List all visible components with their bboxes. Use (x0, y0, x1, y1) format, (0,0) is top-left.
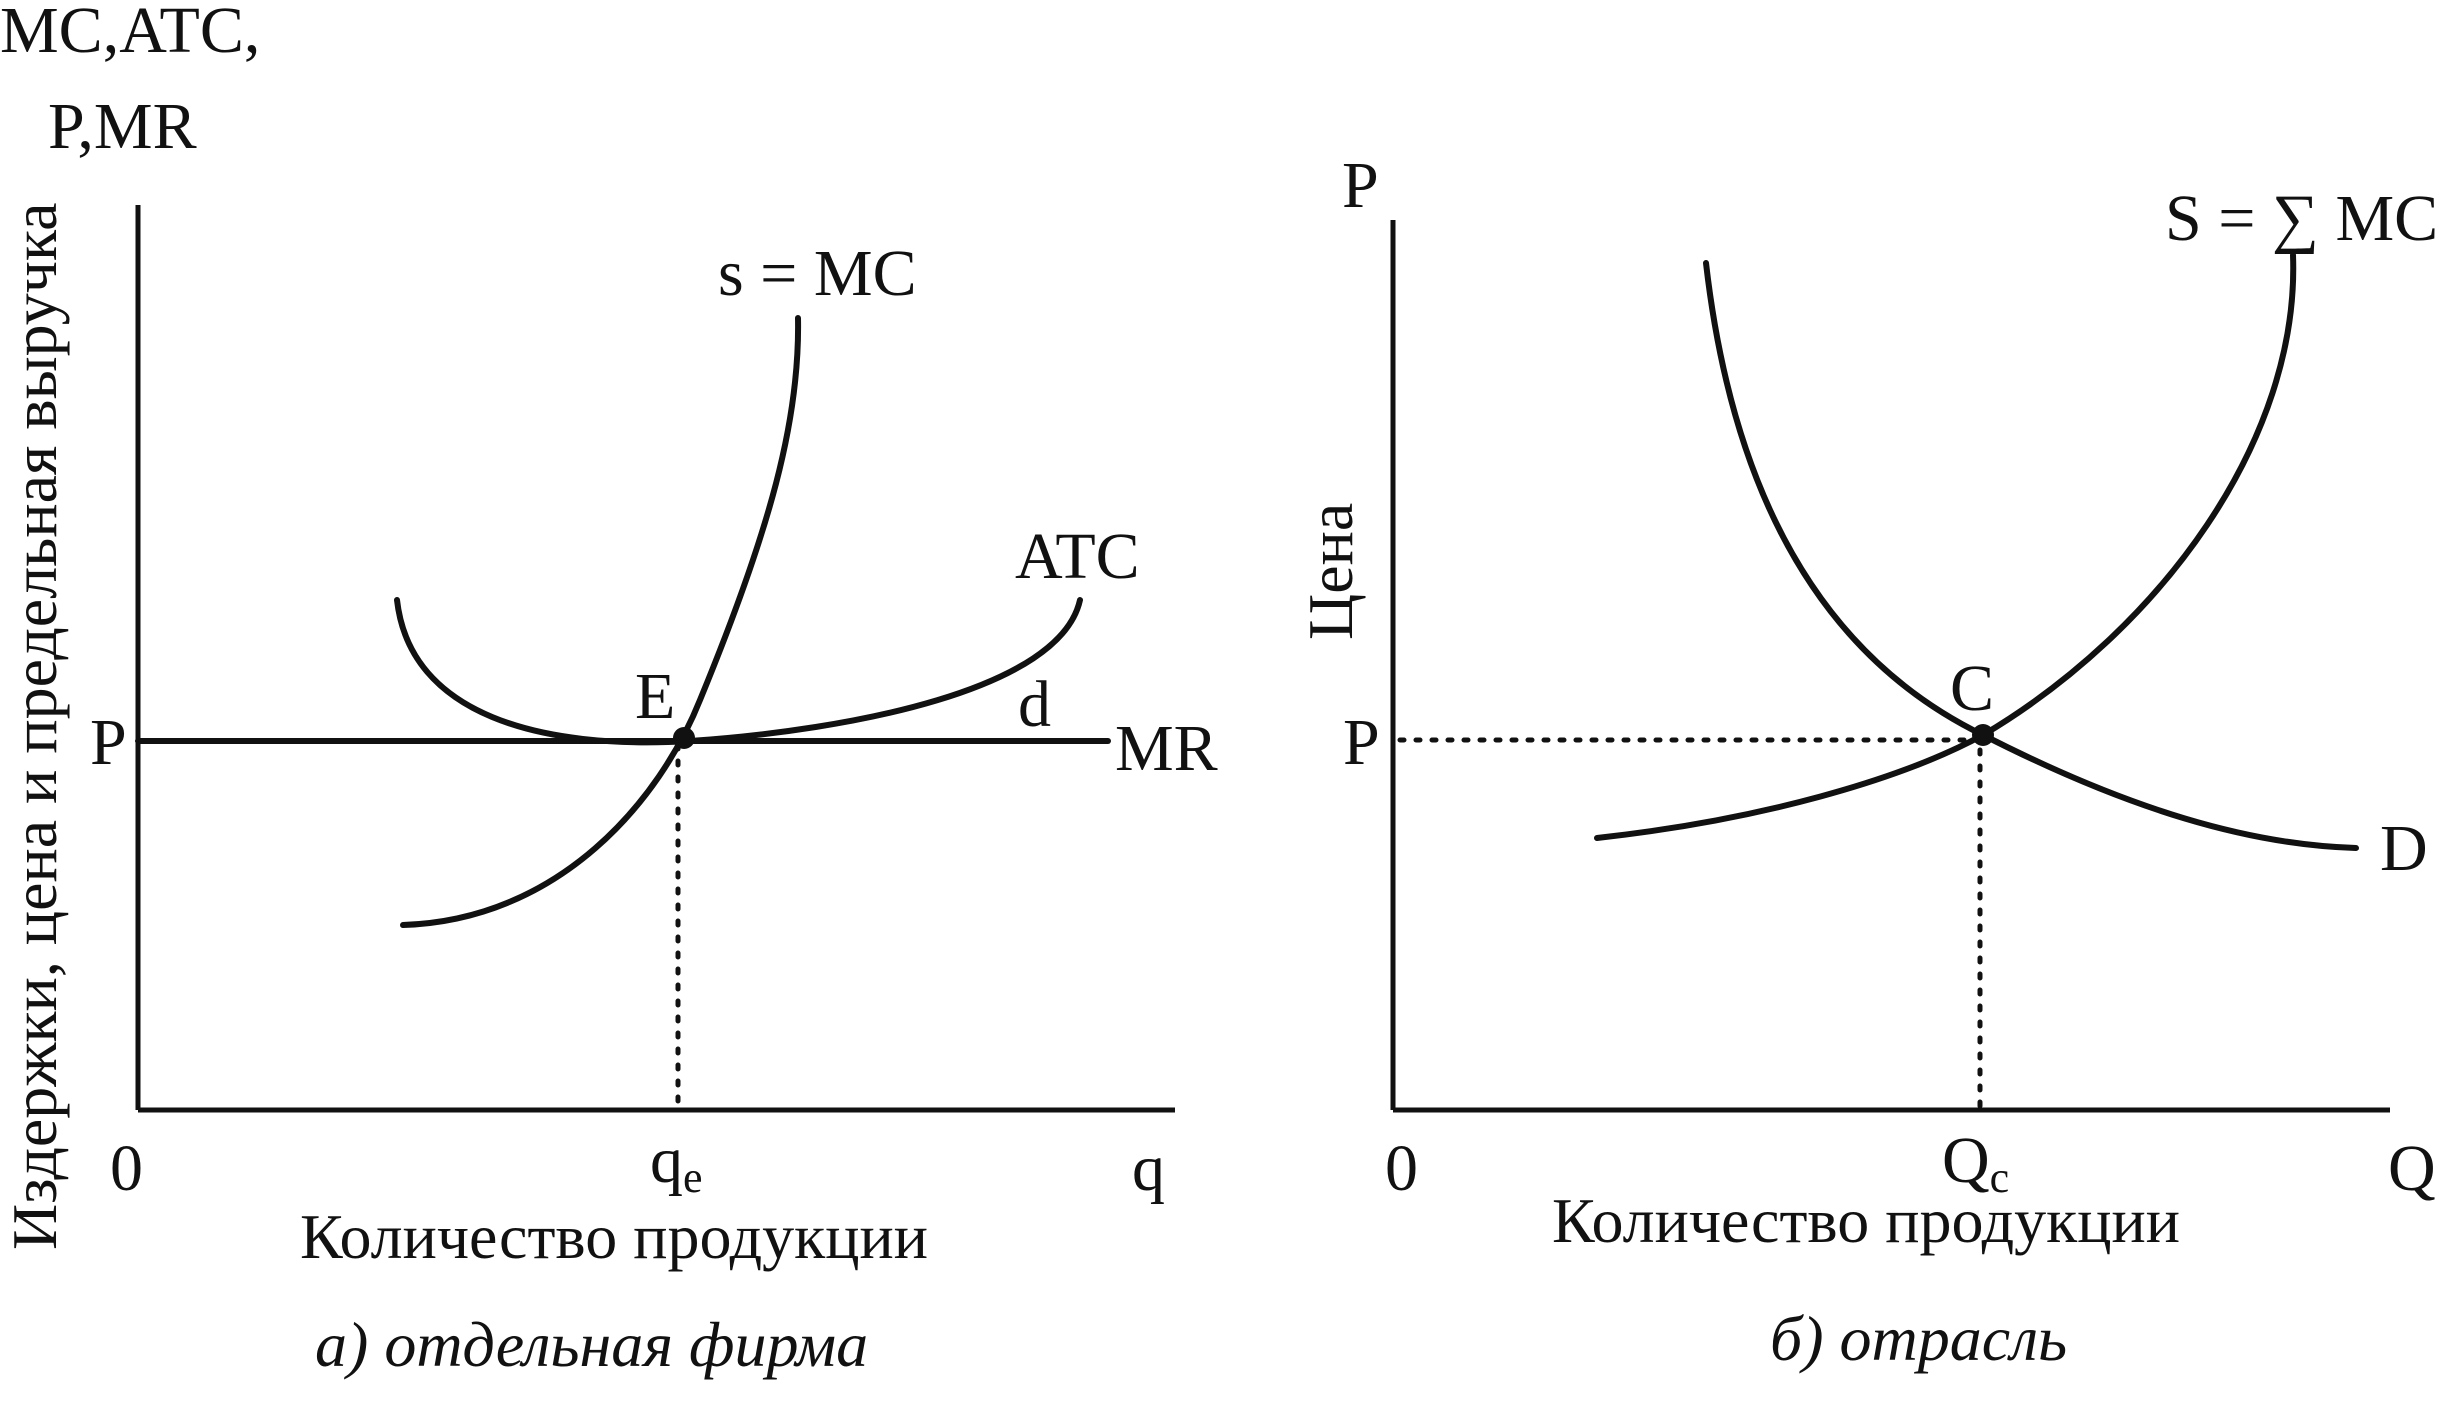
industry-x-end-label: Q (2388, 1132, 2436, 1205)
firm-mc-curve (400, 315, 802, 928)
industry-caption: б) отрасль (1770, 1303, 2067, 1374)
firm-origin-label: 0 (110, 1132, 143, 1205)
firm-mc-label: s = MC (718, 237, 917, 310)
industry-panel: P Цена P 0 Q Qc C S = ∑ MC D Количество … (1295, 149, 2438, 1374)
industry-y-end-label: P (1342, 149, 1379, 222)
industry-point-c-label: C (1950, 652, 1994, 725)
industry-supply-label: S = ∑ MC (2165, 182, 2438, 255)
firm-x-axis-title: Количество продукции (300, 1201, 928, 1272)
industry-price-label: P (1343, 706, 1380, 779)
firm-price-label: P (90, 706, 127, 779)
industry-demand-label: D (2380, 812, 2428, 885)
firm-panel: MC,ATC, P,MR Издержки, цена и предельная… (0, 0, 1218, 1380)
firm-point-e-label: E (635, 660, 675, 733)
firm-atc-curve (394, 597, 1083, 746)
industry-supply-curve (1594, 252, 2297, 841)
firm-atc-label: ATC (1015, 520, 1140, 593)
firm-caption: а) отдельная фирма (315, 1309, 868, 1380)
industry-x-axis-title: Количество продукции (1552, 1185, 2180, 1256)
firm-equilibrium-point (673, 727, 695, 749)
industry-y-axis-title: Цена (1295, 503, 1366, 640)
industry-equilibrium-point (1972, 724, 1994, 746)
firm-y-label-line2: P,MR (48, 90, 197, 163)
firm-eq-quantity-label: qe (650, 1124, 703, 1202)
firm-y-label-line1: MC,ATC, (0, 0, 260, 67)
firm-x-end-label: q (1132, 1132, 1165, 1205)
industry-origin-label: 0 (1385, 1132, 1418, 1205)
firm-y-axis-title: Издержки, цена и предельная выручка (0, 202, 70, 1250)
firm-d-label: d (1018, 668, 1051, 741)
industry-demand-curve (1703, 260, 2359, 851)
industry-eq-quantity-label: Qc (1942, 1124, 2009, 1202)
firm-mr-label: MR (1115, 712, 1218, 785)
